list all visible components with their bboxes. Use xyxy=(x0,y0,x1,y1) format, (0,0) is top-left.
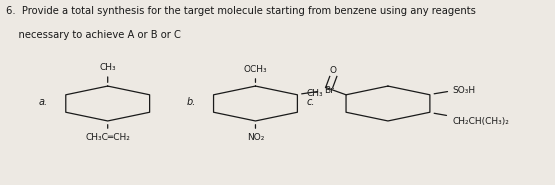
Text: a.: a. xyxy=(39,97,48,107)
Text: OCH₃: OCH₃ xyxy=(244,65,268,74)
Text: necessary to achieve A or B or C: necessary to achieve A or B or C xyxy=(6,30,181,40)
Text: SO₃H: SO₃H xyxy=(453,86,476,95)
Text: CH₂CH(CH₃)₂: CH₂CH(CH₃)₂ xyxy=(453,117,509,126)
Text: CH₃: CH₃ xyxy=(99,63,116,72)
Text: b.: b. xyxy=(186,97,196,107)
Text: Br: Br xyxy=(324,86,334,95)
Text: CH₃C═CH₂: CH₃C═CH₂ xyxy=(85,133,130,142)
Text: c.: c. xyxy=(306,97,315,107)
Text: O: O xyxy=(330,66,337,75)
Text: NO₂: NO₂ xyxy=(247,133,264,142)
Text: 6.  Provide a total synthesis for the target molecule starting from benzene usin: 6. Provide a total synthesis for the tar… xyxy=(6,6,476,16)
Text: CH₃: CH₃ xyxy=(306,89,323,98)
